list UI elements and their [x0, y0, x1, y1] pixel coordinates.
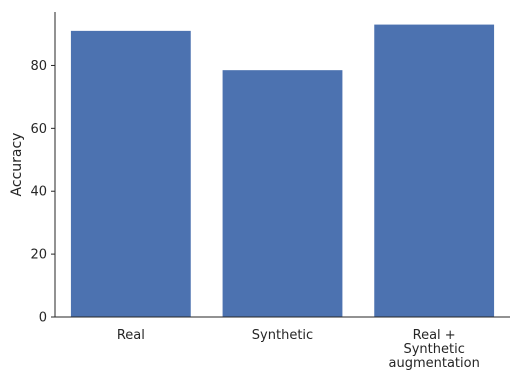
bars-group [70, 24, 495, 318]
axes-group [54, 12, 510, 318]
x-tick-label: Real [117, 328, 145, 343]
y-ticks-group: 0 20 40 60 80 [30, 59, 55, 326]
y-axis-label: Accuracy [9, 133, 25, 197]
y-tick-label: 0 [39, 311, 47, 326]
y-tick-label: 80 [30, 59, 47, 74]
y-tick-label: 40 [30, 185, 47, 200]
bar-2 [222, 70, 343, 317]
x-ticks-group: Real Synthetic Real + Synthetic augmentation [117, 328, 480, 371]
y-tick-label: 60 [30, 122, 47, 137]
x-tick-label: Real + Synthetic augmentation [389, 328, 480, 371]
y-tick-label: 20 [30, 248, 47, 263]
x-tick-label: Synthetic [252, 328, 313, 343]
bar-1 [70, 30, 191, 318]
bar-3 [374, 24, 495, 318]
